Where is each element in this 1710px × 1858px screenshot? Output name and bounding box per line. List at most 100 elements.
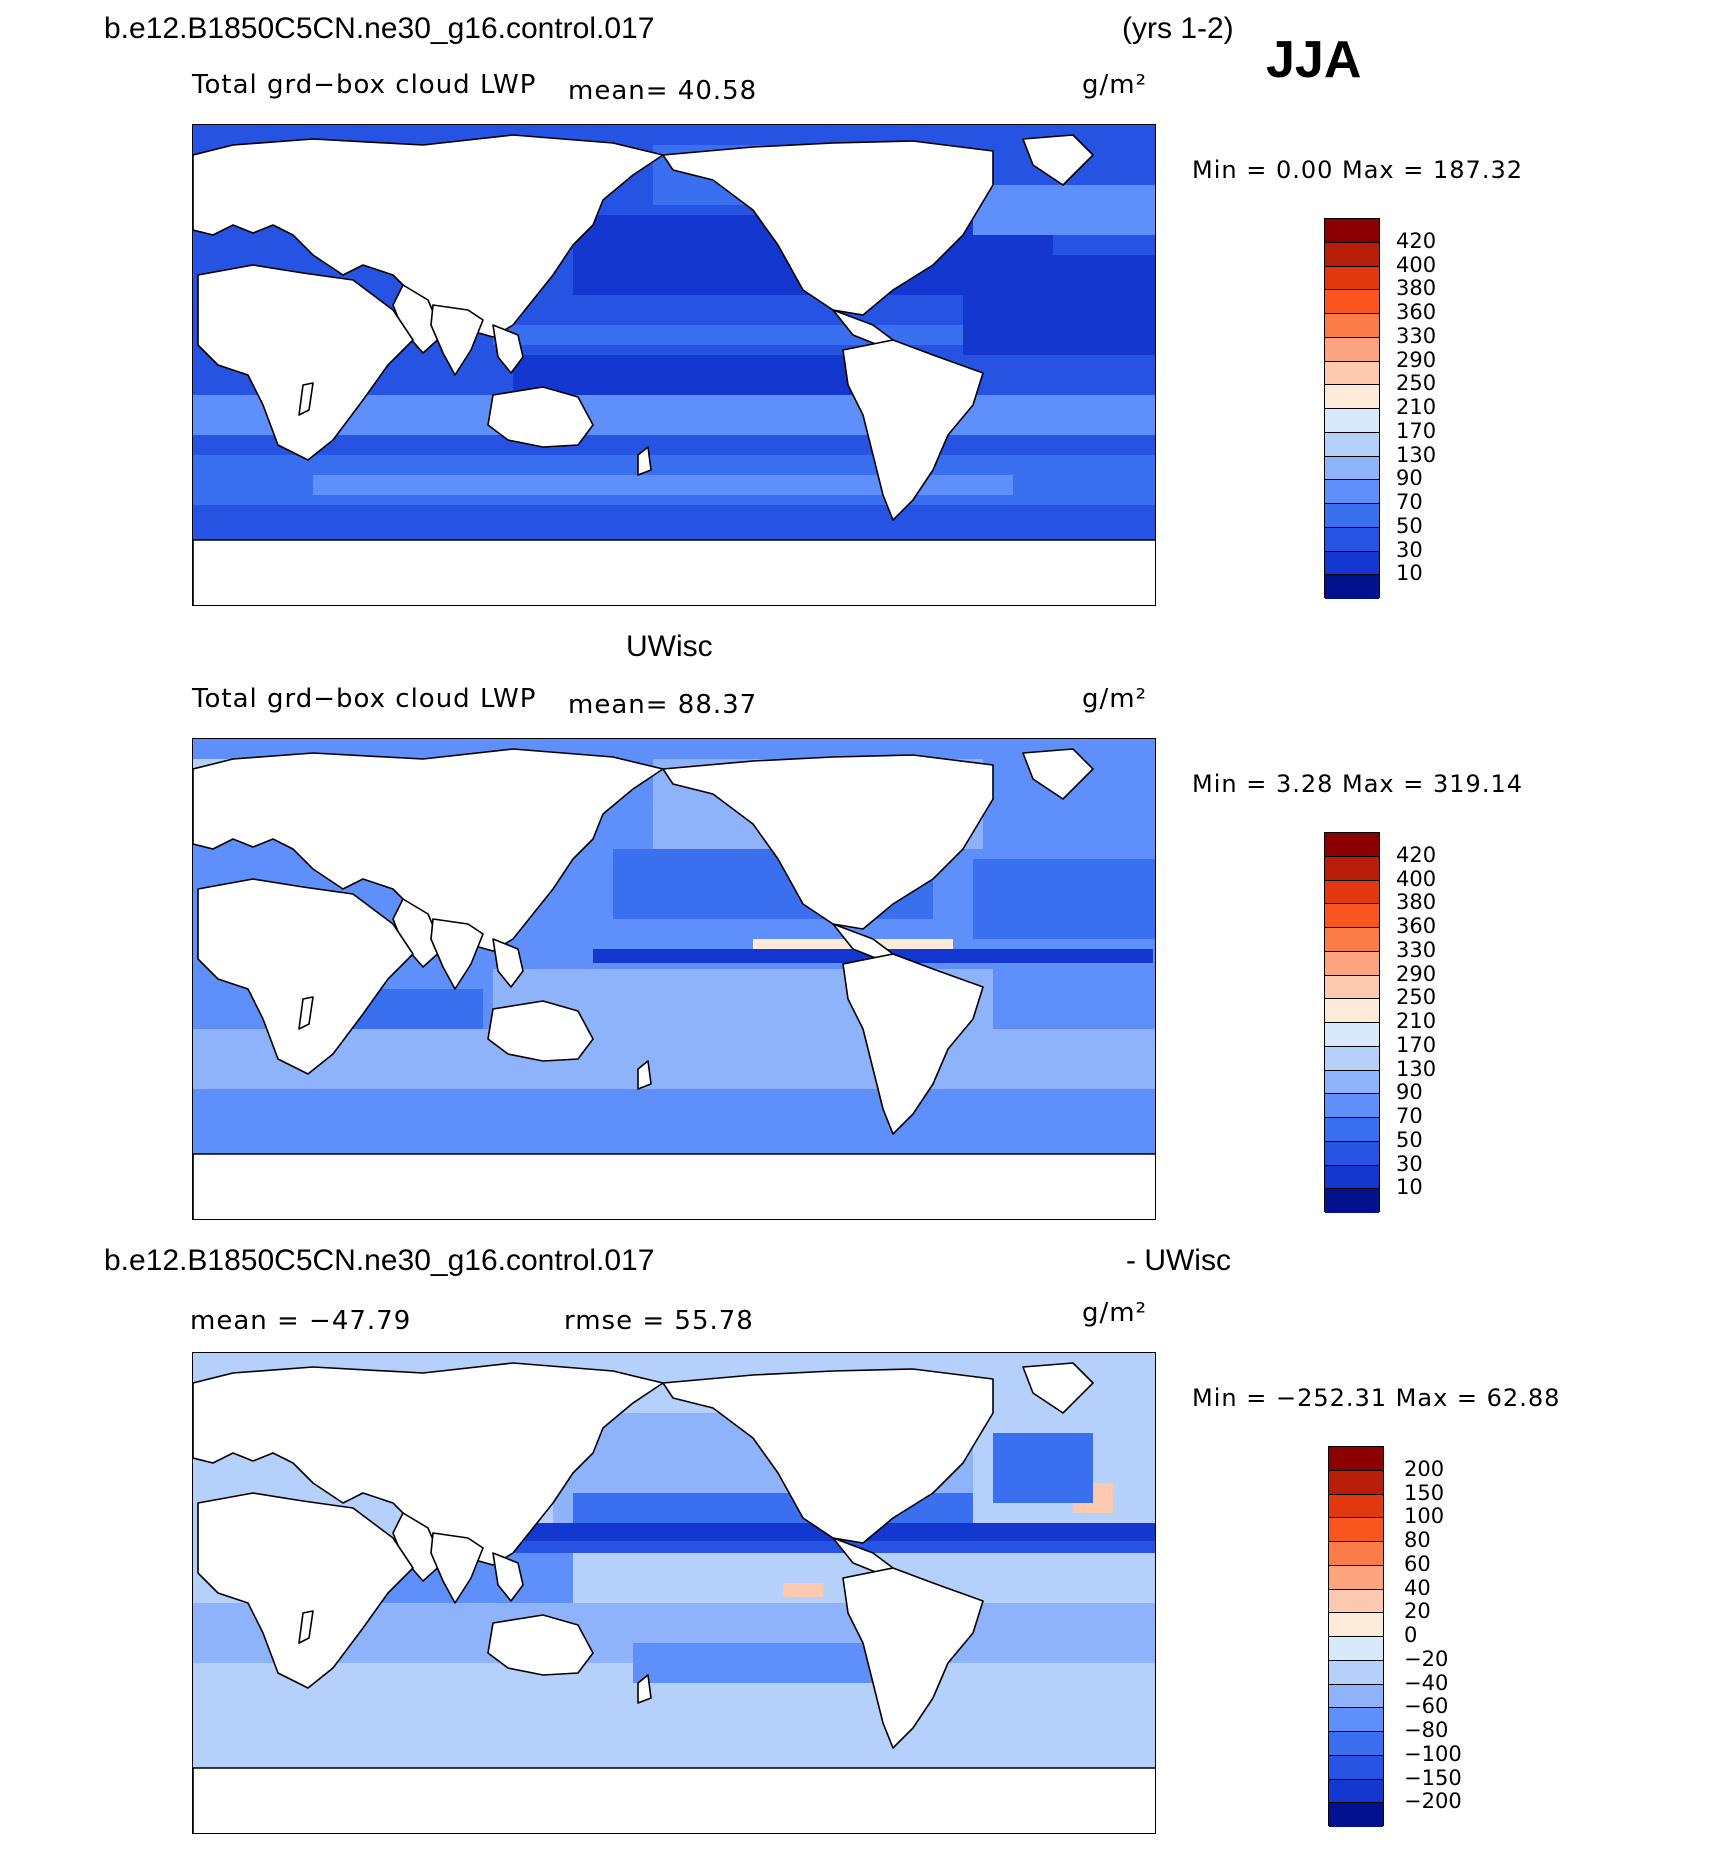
colorbar-swatch <box>1325 242 1379 267</box>
land-seAsia <box>492 324 524 374</box>
colorbar-swatch <box>1325 432 1379 457</box>
colorbar-level-label: −80 <box>1404 1718 1449 1742</box>
colorbar-level-label: 150 <box>1404 1480 1445 1505</box>
map-panel-3 <box>192 1352 1156 1834</box>
colorbar-panel-1 <box>1324 218 1380 599</box>
colorbar-level-label: 250 <box>1396 371 1437 396</box>
colorbar-level-label: 290 <box>1396 961 1437 986</box>
colorbar-level-label: 380 <box>1396 890 1437 915</box>
colorbar-swatch <box>1325 266 1379 291</box>
map-panel-1 <box>192 124 1156 606</box>
colorbar-swatch <box>1325 975 1379 1000</box>
colorbar-swatch <box>1325 904 1379 928</box>
land-seAsia <box>492 938 524 988</box>
land-india <box>430 918 484 990</box>
case-title: b.e12.B1850C5CN.ne30_g16.control.017 <box>104 12 655 45</box>
colorbar-level-label: 400 <box>1396 252 1437 277</box>
panel2-mean: mean= 88.37 <box>568 690 758 720</box>
panel1-mean: mean= 40.58 <box>568 76 758 106</box>
colorbar-level-label: 30 <box>1396 1151 1423 1176</box>
colorbar-swatch <box>1329 1637 1383 1661</box>
colorbar-swatch <box>1325 951 1379 976</box>
land-masses <box>193 748 1155 1219</box>
panel2-minmax: Min = 3.28 Max = 319.14 <box>1192 770 1523 798</box>
colorbar-swatch <box>1325 1141 1379 1166</box>
colorbar-swatch <box>1325 504 1379 528</box>
land-namerica <box>662 754 994 930</box>
land-greenland <box>1022 1362 1094 1414</box>
colorbar-swatch <box>1325 1070 1379 1095</box>
colorbar-level-label: 330 <box>1396 937 1437 962</box>
map-panel-2 <box>192 738 1156 1220</box>
colorbar-level-label: 200 <box>1404 1456 1445 1481</box>
panel2-title: UWisc <box>626 630 713 663</box>
colorbar-level-label: 0 <box>1404 1623 1418 1647</box>
land-seAsia <box>492 1552 524 1602</box>
colorbar-level-label: 360 <box>1396 914 1437 938</box>
colorbar-swatch <box>1329 1494 1383 1519</box>
colorbar-swatch <box>1329 1565 1383 1590</box>
colorbar-swatch <box>1329 1518 1383 1542</box>
colorbar-swatch <box>1329 1684 1383 1709</box>
panel3-units: g/m² <box>1082 1298 1148 1328</box>
colorbar-level-label: 90 <box>1396 466 1423 491</box>
colorbar-level-label: 130 <box>1396 1056 1437 1081</box>
colorbar-swatch <box>1325 290 1379 314</box>
colorbar-swatch <box>1325 1165 1379 1190</box>
colorbar-swatch <box>1325 999 1379 1023</box>
colorbar-level-label: 10 <box>1396 1175 1423 1200</box>
colorbar-level-label: −100 <box>1404 1741 1462 1766</box>
colorbar-swatch <box>1325 1094 1379 1118</box>
land-madagascar <box>298 996 314 1030</box>
land-india <box>430 1532 484 1604</box>
land-africa <box>197 264 414 461</box>
panel3-rmse: rmse = 55.78 <box>564 1306 754 1336</box>
colorbar-level-label: 90 <box>1396 1080 1423 1105</box>
colorbar-swatch <box>1325 880 1379 905</box>
colorbar-level-label: −60 <box>1404 1694 1449 1719</box>
colorbar-level-label: 100 <box>1404 1504 1445 1529</box>
land-eurasia <box>193 1362 664 1566</box>
land-nz <box>637 1674 652 1704</box>
land-madagascar <box>298 382 314 416</box>
colorbar-panel-3 <box>1328 1446 1384 1827</box>
colorbar-swatch <box>1325 1118 1379 1142</box>
colorbar-swatch <box>1329 1470 1383 1495</box>
colorbar-swatch <box>1329 1755 1383 1780</box>
panel1-field-name: Total grd−box cloud LWP <box>192 70 537 100</box>
colorbar-level-label: 70 <box>1396 1104 1423 1128</box>
colorbar-level-label: −200 <box>1404 1789 1462 1814</box>
colorbar-swatch <box>1329 1779 1383 1804</box>
colorbar-level-label: 170 <box>1396 418 1437 443</box>
land-antarctica <box>193 1767 1155 1833</box>
colorbar-swatch <box>1325 409 1379 433</box>
land-eurasia <box>193 748 664 952</box>
colorbar-swatch <box>1329 1542 1383 1566</box>
colorbar-swatch <box>1329 1732 1383 1756</box>
colorbar-swatch <box>1325 456 1379 481</box>
colorbar-level-label: 20 <box>1404 1599 1431 1624</box>
colorbar-level-label: −150 <box>1404 1765 1462 1790</box>
colorbar-level-label: 70 <box>1396 490 1423 514</box>
panel2-units: g/m² <box>1082 684 1148 714</box>
panel3-minmax: Min = −252.31 Max = 62.88 <box>1192 1384 1561 1412</box>
land-arabia <box>392 284 444 354</box>
land-antarctica <box>193 539 1155 605</box>
panel1-minmax: Min = 0.00 Max = 187.32 <box>1192 156 1523 184</box>
land-namerica <box>662 140 994 316</box>
land-antarctica <box>193 1153 1155 1219</box>
panel3-mean: mean = −47.79 <box>190 1306 412 1336</box>
land-masses <box>193 1362 1155 1833</box>
colorbar-swatch <box>1325 1023 1379 1047</box>
years-label: (yrs 1-2) <box>1122 12 1234 45</box>
colorbar-swatch <box>1329 1613 1383 1637</box>
colorbar-swatch <box>1325 314 1379 338</box>
land-australia <box>487 1614 594 1676</box>
panel3-title-right: - UWisc <box>1126 1244 1231 1277</box>
colorbar-level-label: 330 <box>1396 323 1437 348</box>
land-samerica <box>842 339 984 521</box>
land-nz <box>637 446 652 476</box>
colorbar-level-label: 30 <box>1396 537 1423 562</box>
land-australia <box>487 1000 594 1062</box>
colorbar-swatch <box>1325 527 1379 552</box>
